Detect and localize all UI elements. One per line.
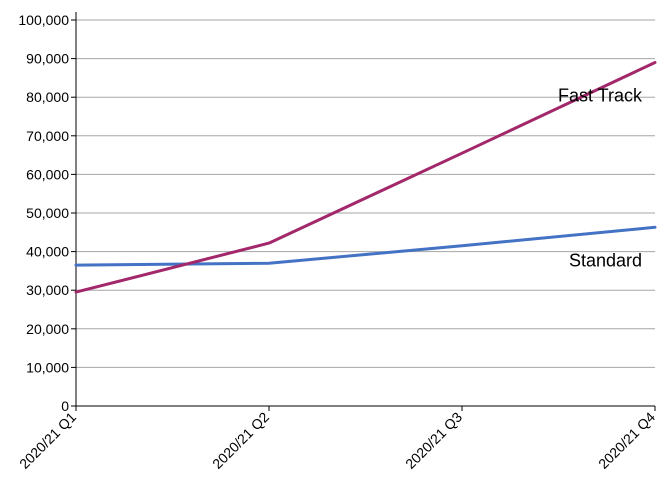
y-tick-label: 50,000 bbox=[26, 205, 69, 221]
x-tick-label: 2020/21 Q3 bbox=[402, 409, 465, 472]
series bbox=[74, 61, 657, 294]
labels: 0 10,000 20,000 30,000 40,000 50,000 60,000 70,… bbox=[16, 12, 658, 472]
y-tick-label: 60,000 bbox=[26, 166, 69, 182]
y-tick-label: 100,000 bbox=[18, 12, 69, 28]
series-line-fast-track bbox=[74, 61, 657, 294]
y-tick-label: 80,000 bbox=[26, 89, 69, 105]
gridlines bbox=[76, 19, 655, 368]
series-line-standard bbox=[74, 225, 657, 267]
y-tick-label: 90,000 bbox=[26, 51, 69, 67]
series-label-standard: Standard bbox=[569, 250, 642, 270]
y-tick-label: 40,000 bbox=[26, 244, 69, 260]
x-tick-label: 2020/21 Q2 bbox=[209, 409, 272, 472]
y-tick-label: 30,000 bbox=[26, 282, 69, 298]
y-tick-label: 70,000 bbox=[26, 128, 69, 144]
y-tick-label: 0 bbox=[61, 398, 69, 414]
axes bbox=[71, 12, 656, 411]
y-tick-label: 10,000 bbox=[26, 359, 69, 375]
x-tick-label: 2020/21 Q4 bbox=[595, 409, 658, 472]
y-tick-label: 20,000 bbox=[26, 321, 69, 337]
x-tick-label: 2020/21 Q1 bbox=[16, 409, 79, 472]
series-label-fast-track: Fast Track bbox=[558, 85, 643, 105]
